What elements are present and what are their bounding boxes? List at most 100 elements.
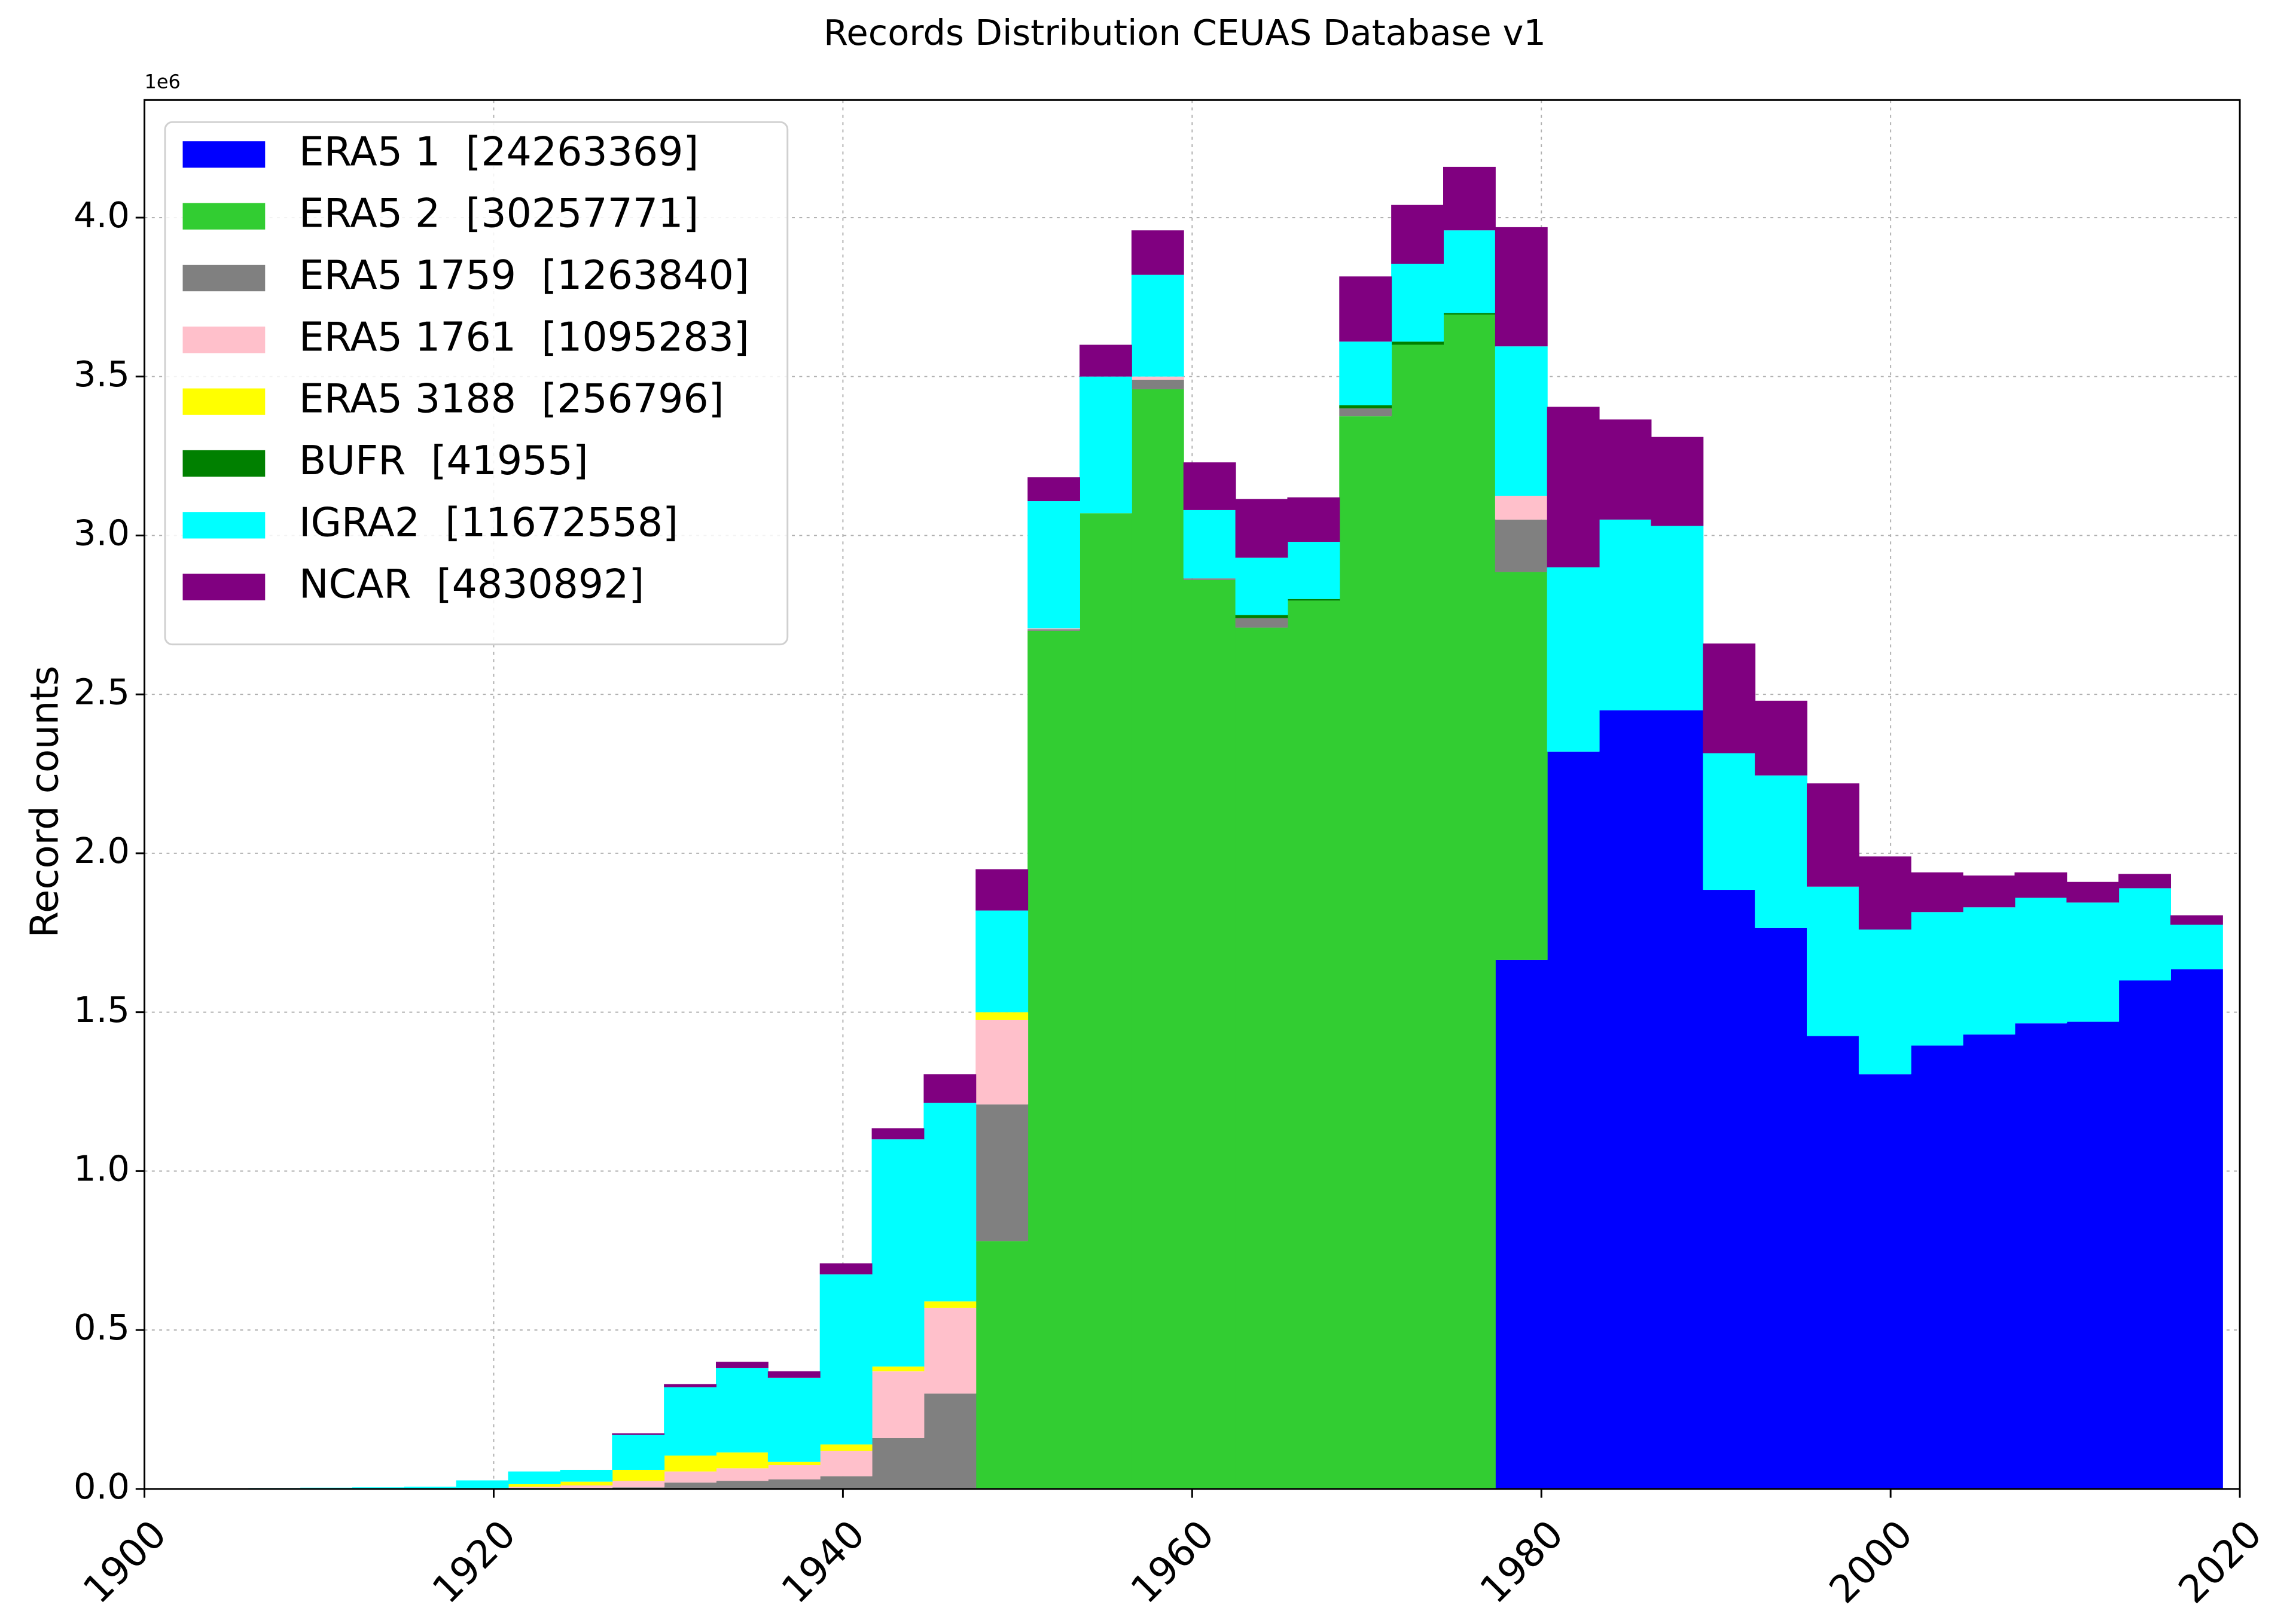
bar-segment [1391, 341, 1444, 345]
legend-swatch [182, 388, 266, 415]
bar-segment [1703, 643, 1756, 753]
bar-segment [1962, 907, 2016, 1035]
bar-segment [1651, 437, 1704, 526]
bar-segment [664, 1384, 716, 1387]
bar-segment [975, 869, 1029, 911]
y-axis-label: Record counts [23, 666, 68, 938]
bar-segment [819, 1451, 873, 1476]
bar-segment [1235, 557, 1288, 615]
bar-segment [2170, 969, 2223, 1489]
bar-segment [871, 1366, 925, 1372]
bar-segment [1755, 700, 1807, 776]
bar-segment [767, 1462, 821, 1466]
bar-segment [1235, 627, 1288, 1489]
bar-segment [1235, 615, 1288, 618]
bar-segment [1339, 416, 1392, 1489]
bar-segment [2066, 1021, 2120, 1489]
bar-segment [1391, 344, 1444, 1489]
bar-segment [2170, 925, 2223, 969]
y-tick-label: 4.0 [74, 194, 130, 236]
legend-swatch [182, 203, 266, 230]
bar-segment [975, 1241, 1029, 1489]
bar-segment [767, 1465, 821, 1479]
bar-segment [2066, 902, 2120, 1022]
x-tick-label: 2000 [1821, 1512, 1921, 1612]
bar-segment [819, 1444, 873, 1451]
y-tick-label: 0.0 [74, 1466, 130, 1507]
bar-segment [664, 1471, 716, 1483]
bar-segment [612, 1481, 665, 1488]
bar-segment [560, 1481, 613, 1486]
bar-segment [715, 1468, 769, 1481]
bar-segment [923, 1103, 977, 1302]
bar-segment [715, 1452, 769, 1469]
bar-segment [1131, 230, 1184, 275]
bar-segment [819, 1274, 873, 1445]
bar-segment [975, 910, 1029, 1012]
legend-swatch [182, 264, 266, 292]
bar-segment [2014, 1023, 2068, 1489]
bar-segment [1858, 1074, 1911, 1489]
x-tick-label: 1940 [773, 1512, 873, 1612]
bar-segment [508, 1471, 561, 1484]
bar-segment [1235, 499, 1288, 558]
bar-segment [767, 1377, 821, 1462]
bar-segment [2014, 898, 2068, 1024]
bar-segment [1703, 890, 1756, 1489]
bar-segment [923, 1074, 977, 1103]
bar-segment [1651, 526, 1704, 710]
bar-segment [1962, 875, 2016, 908]
bar-segment [1858, 856, 1911, 930]
legend-swatch [182, 327, 266, 353]
bar-segment [1183, 462, 1236, 510]
bar-segment [923, 1393, 977, 1489]
bar-segment [1027, 630, 1080, 1489]
bar-segment [1910, 912, 1963, 1046]
bar-segment [1079, 376, 1132, 514]
bar-segment [1079, 513, 1132, 1489]
bar-segment [1495, 495, 1548, 520]
bar-segment [1962, 1034, 2016, 1489]
bar-segment [1547, 567, 1600, 752]
bar-segment [1599, 419, 1652, 520]
bar-segment [1495, 519, 1548, 572]
y-tick-label: 0.5 [74, 1307, 130, 1348]
bar-segment [1183, 579, 1236, 1489]
bar-segment [1807, 886, 1859, 1036]
bar-segment [1131, 380, 1184, 389]
bar-segment [1547, 407, 1600, 568]
bar-segment [508, 1487, 561, 1488]
legend-label: ERA5 3188 [256796] [299, 376, 724, 422]
bar-segment [1910, 1045, 1963, 1489]
bar-segment [456, 1480, 509, 1488]
y-tick-label: 3.0 [74, 512, 130, 554]
bar-segment [1443, 230, 1496, 313]
bar-segment [975, 1104, 1029, 1241]
bar-segment [1599, 710, 1652, 1489]
bar-segment [1807, 783, 1859, 887]
bar-segment [664, 1482, 716, 1489]
bar-segment [1443, 313, 1496, 315]
bar-segment [1391, 264, 1444, 342]
legend-label: ERA5 1 [24263369] [299, 128, 699, 175]
bar-segment [1703, 753, 1756, 890]
x-tick-label: 1980 [1472, 1512, 1572, 1612]
bar-segment [1027, 629, 1080, 631]
bar-segment [715, 1368, 769, 1453]
bar-segment [664, 1387, 716, 1456]
bar-segment [1651, 710, 1704, 1489]
legend-label: BUFR [41955] [299, 437, 589, 484]
bar-segment [871, 1128, 925, 1140]
bar-segment [1339, 276, 1392, 342]
x-tick-label: 1960 [1123, 1512, 1222, 1612]
bar-segment [871, 1371, 925, 1438]
bar-segment [1131, 274, 1184, 377]
legend-label: ERA5 1759 [1263840] [299, 252, 749, 298]
bar-segment [612, 1435, 665, 1470]
bar-segment [1807, 1036, 1859, 1489]
bar-segment [612, 1433, 665, 1435]
bar-segment [1910, 872, 1963, 913]
y-tick-label: 1.5 [74, 989, 130, 1030]
bar-segment [1131, 376, 1184, 380]
y-tick-label: 2.0 [74, 830, 130, 871]
